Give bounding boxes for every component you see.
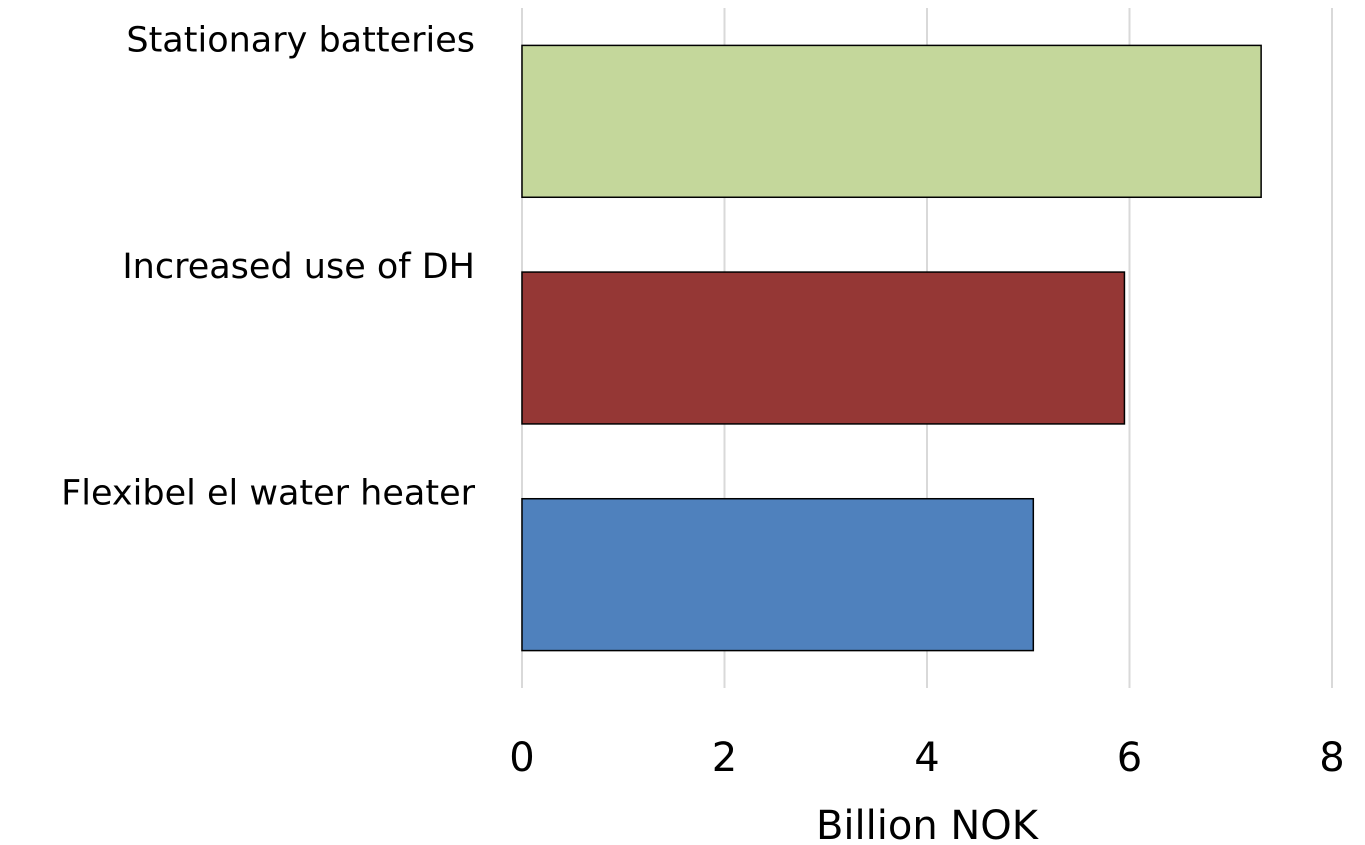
bar — [521, 44, 1262, 199]
x-tick-label: 8 — [1319, 735, 1344, 781]
category-label: Flexibel el water heater — [61, 474, 475, 514]
x-axis-label: Billion NOK — [816, 803, 1040, 845]
x-tick-label: 6 — [1117, 735, 1142, 781]
bar — [521, 271, 1126, 425]
category-label: Stationary batteries — [126, 20, 475, 60]
x-tick-label: 0 — [509, 735, 534, 781]
category-label: Increased use of DH — [122, 247, 475, 287]
x-tick-label: 4 — [914, 735, 939, 781]
x-tick-label: 2 — [712, 735, 737, 781]
bar — [521, 497, 1035, 652]
